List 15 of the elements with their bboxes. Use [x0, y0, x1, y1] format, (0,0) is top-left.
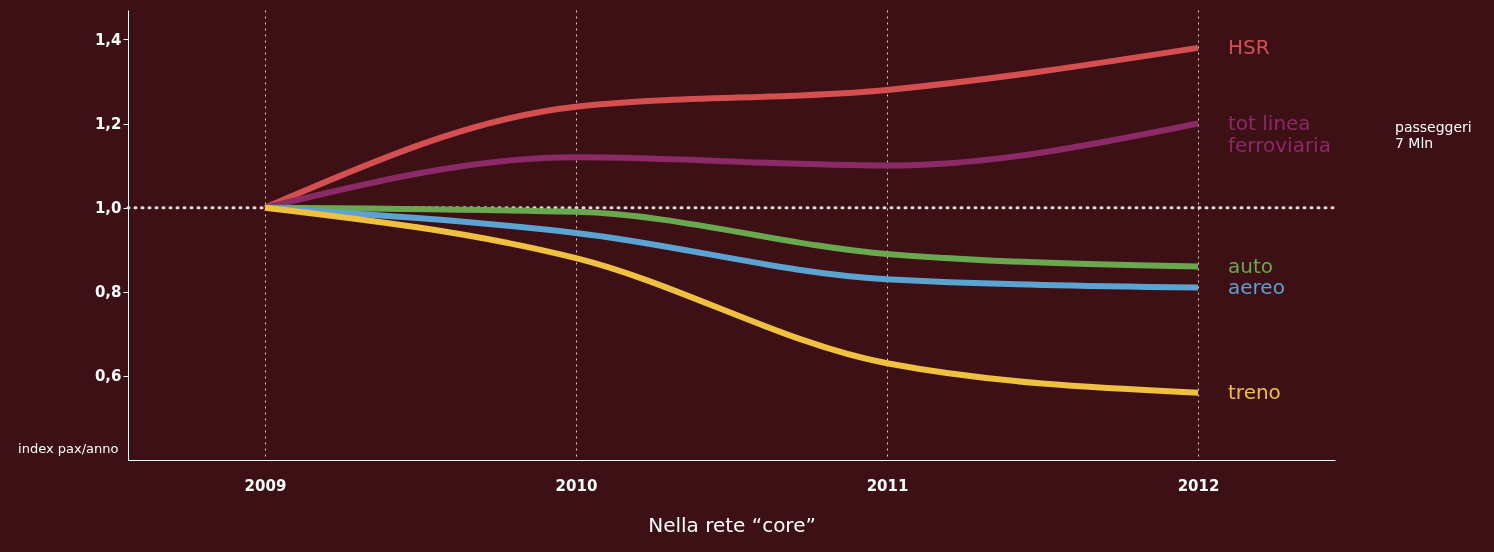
x-axis-title: Nella rete “core”	[648, 512, 816, 537]
y-tick-label: 0,8	[94, 283, 122, 302]
text: passeggeri 7 Mln	[1395, 119, 1472, 151]
x-tick-label: 2009	[244, 476, 287, 495]
y-tick-label: 1,2	[94, 115, 122, 134]
y-axis-title: index pax/anno	[18, 440, 119, 456]
y-tick-label: 0,6	[94, 367, 122, 386]
series-label: treno	[1228, 379, 1281, 404]
x-tick-label: 2011	[866, 476, 909, 495]
y-tick-label: 1,4	[94, 30, 122, 49]
x-tick-label: 2012	[1177, 476, 1220, 495]
y-tick-label: 1,0	[94, 199, 122, 218]
x-tick-label: 2010	[555, 476, 598, 495]
series-label: HSR	[1228, 34, 1270, 59]
series-label: tot linea ferroviaria	[1228, 110, 1331, 157]
